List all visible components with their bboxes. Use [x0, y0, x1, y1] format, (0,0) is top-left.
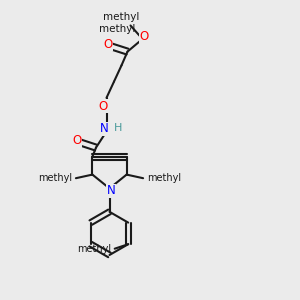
Text: O: O [72, 134, 81, 148]
Text: H: H [114, 123, 122, 133]
Text: methyl: methyl [78, 244, 112, 254]
Text: O: O [99, 100, 108, 113]
Text: N: N [100, 122, 109, 136]
Text: methyl: methyl [147, 173, 181, 183]
Text: methyl: methyl [103, 12, 140, 22]
Text: O: O [103, 38, 112, 51]
Text: N: N [106, 184, 116, 197]
Text: methyl: methyl [38, 173, 72, 183]
Text: methyl: methyl [99, 23, 135, 34]
Text: O: O [140, 30, 148, 43]
